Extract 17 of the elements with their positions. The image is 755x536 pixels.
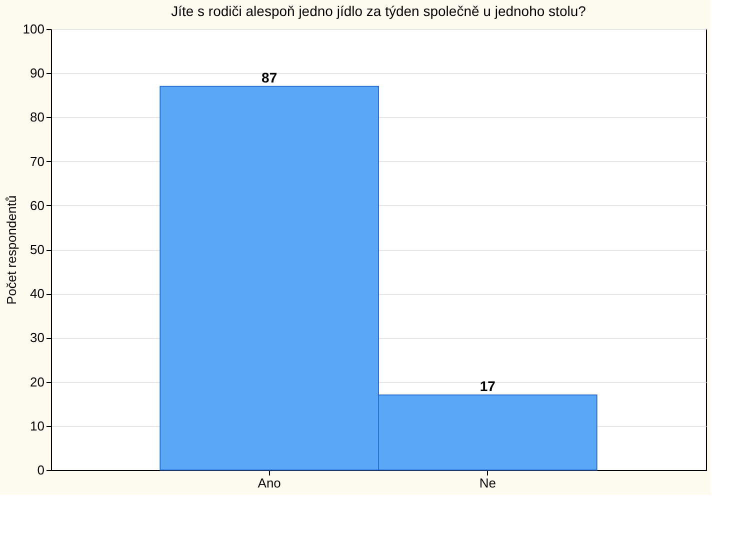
y-axis-title: Počet respondentů — [4, 195, 19, 305]
y-tick-label: 0 — [37, 462, 44, 478]
x-tick-label: Ano — [258, 476, 281, 490]
data-label: 87 — [262, 69, 278, 86]
y-tick-label: 30 — [30, 330, 44, 346]
y-tick-label: 20 — [30, 374, 44, 390]
x-tick-label: Ne — [479, 476, 496, 490]
y-tick-label: 90 — [30, 66, 44, 81]
y-tick-label: 80 — [30, 110, 44, 125]
y-tick-label: 10 — [30, 418, 44, 434]
data-label: 17 — [480, 378, 496, 394]
y-tick-label: 40 — [30, 286, 44, 302]
y-tick-label: 70 — [30, 154, 44, 169]
chart-title: Jíte s rodiči alespoň jedno jídlo za týden společně u jednoho stolu? — [171, 3, 586, 19]
y-tick-label: 100 — [22, 22, 44, 36]
y-tick-label: 50 — [30, 242, 44, 257]
y-tick-label: 60 — [30, 198, 44, 213]
